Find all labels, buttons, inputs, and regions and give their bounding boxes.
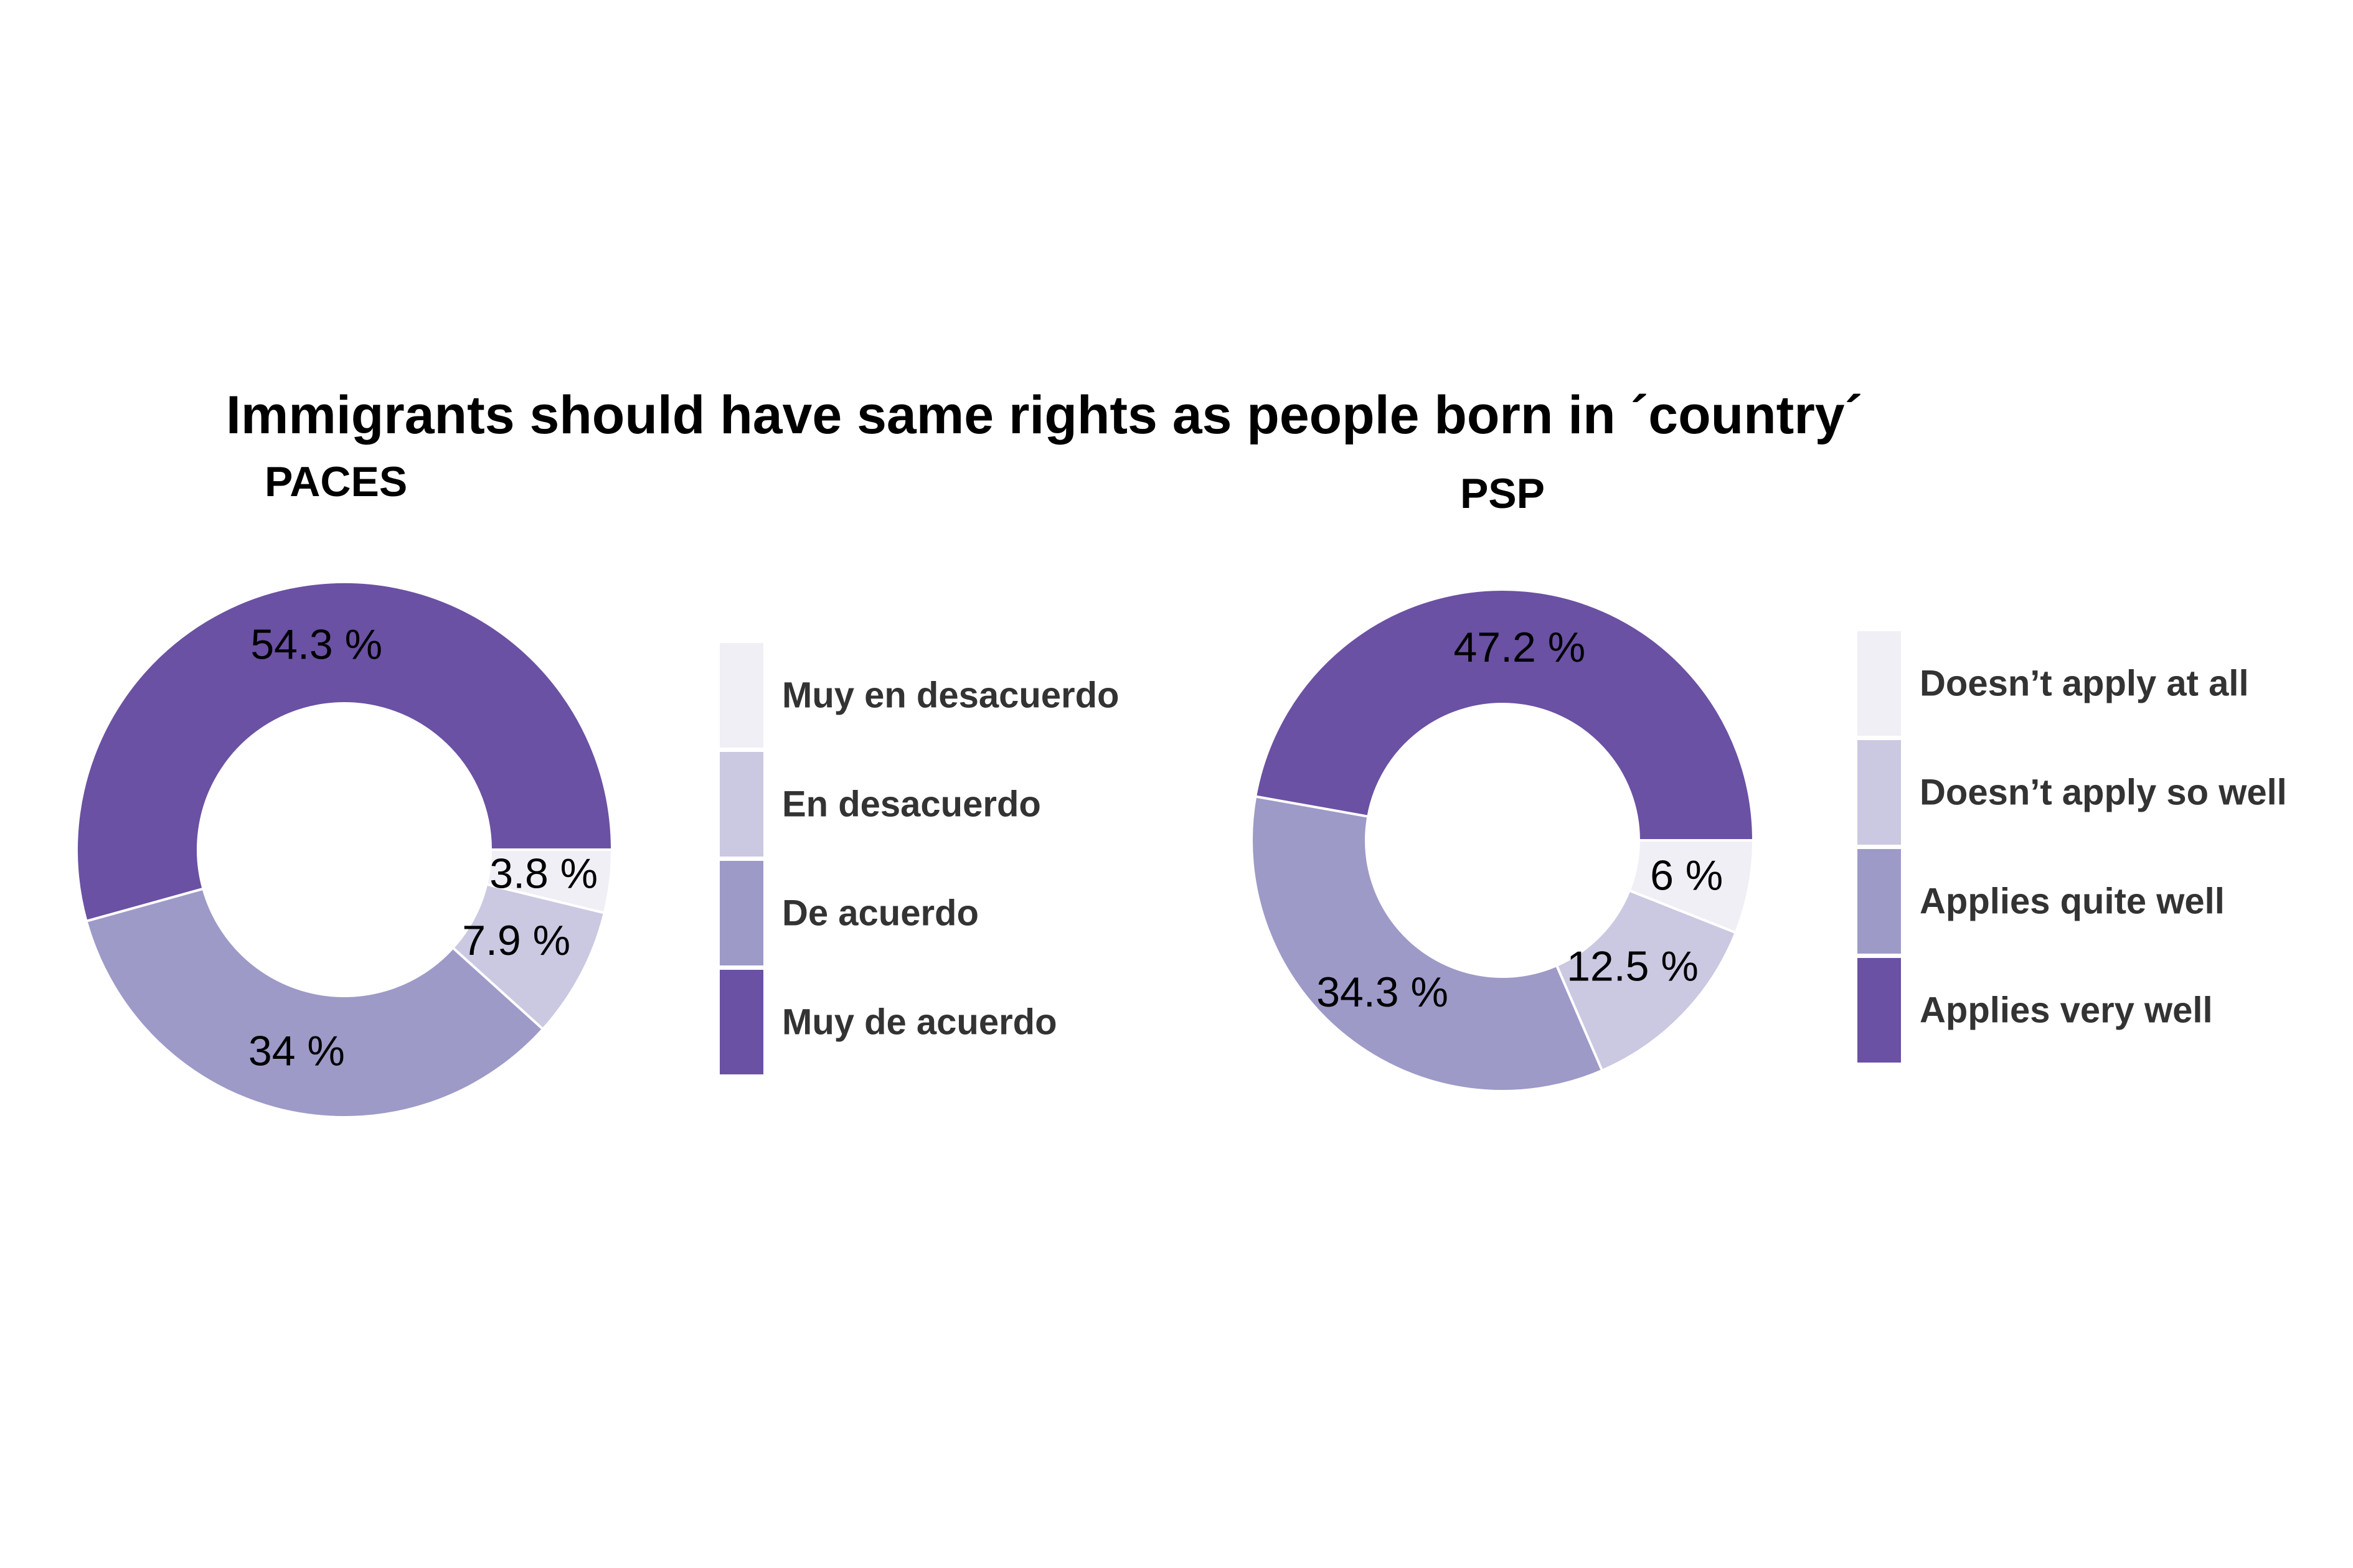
legend-label-psp-2: Doesn’t apply so well	[1920, 772, 2287, 813]
legend-label-paces-3: De acuerdo	[782, 893, 979, 934]
legend-key-psp-1	[1857, 631, 1901, 736]
slice-paces-3	[85, 887, 545, 1119]
legend-key-psp-3	[1857, 849, 1901, 954]
slice-label-psp-1: 6 %	[1650, 852, 1723, 899]
slice-psp-2	[1555, 889, 1738, 1073]
donut-psp	[1250, 588, 1755, 1092]
legend-label-paces-4: Muy de acuerdo	[782, 1002, 1057, 1043]
legend-key-paces-3	[720, 861, 763, 965]
legend-label-paces-2: En desacuerdo	[782, 784, 1041, 825]
legend-label-psp-1: Doesn’t apply at all	[1920, 664, 2249, 704]
slice-label-paces-1: 3.8 %	[489, 850, 598, 897]
donut-paces	[75, 581, 614, 1119]
subtitle-paces: PACES	[265, 458, 407, 505]
slice-label-paces-2: 7.9 %	[462, 917, 570, 964]
legend-key-paces-2	[720, 752, 763, 857]
chart-paces: PACES 3.8 % 7.9 % 34 % 54.3 % Muy en desacu…	[75, 458, 1119, 1119]
legend-paces: Muy en desacuerdo En desacuerdo De acuerdo…	[720, 643, 1119, 1074]
slice-label-psp-3: 34.3 %	[1316, 969, 1448, 1016]
slice-psp-4	[1253, 588, 1755, 842]
legend-key-psp-2	[1857, 740, 1901, 845]
slice-label-paces-4: 54.3 %	[250, 621, 382, 669]
slice-labels-psp: 6 % 12.5 % 34.3 % 47.2 %	[1316, 624, 1723, 1016]
slice-labels-paces: 3.8 % 7.9 % 34 % 54.3 %	[248, 621, 598, 1075]
slice-psp-3	[1250, 795, 1604, 1092]
legend-key-paces-4	[720, 970, 763, 1074]
legend-key-psp-4	[1857, 958, 1901, 1063]
slice-label-paces-3: 34 %	[248, 1028, 345, 1075]
chart-title: Immigrants should have same rights as pe…	[226, 385, 1862, 445]
chart-psp: PSP 6 % 12.5 % 34.3 % 47.2 % Doesn’t apply …	[1250, 470, 2287, 1092]
slice-label-psp-4: 47.2 %	[1453, 624, 1585, 671]
legend-key-paces-1	[720, 643, 763, 748]
legend-label-paces-1: Muy en desacuerdo	[782, 675, 1119, 716]
subtitle-psp: PSP	[1460, 470, 1545, 517]
legend-label-psp-4: Applies very well	[1920, 990, 2213, 1031]
legend-psp: Doesn’t apply at all Doesn’t apply so wel…	[1857, 631, 2287, 1063]
slice-label-psp-2: 12.5 %	[1567, 943, 1699, 990]
slice-paces-4	[75, 581, 614, 923]
legend-label-psp-3: Applies quite well	[1920, 881, 2225, 922]
